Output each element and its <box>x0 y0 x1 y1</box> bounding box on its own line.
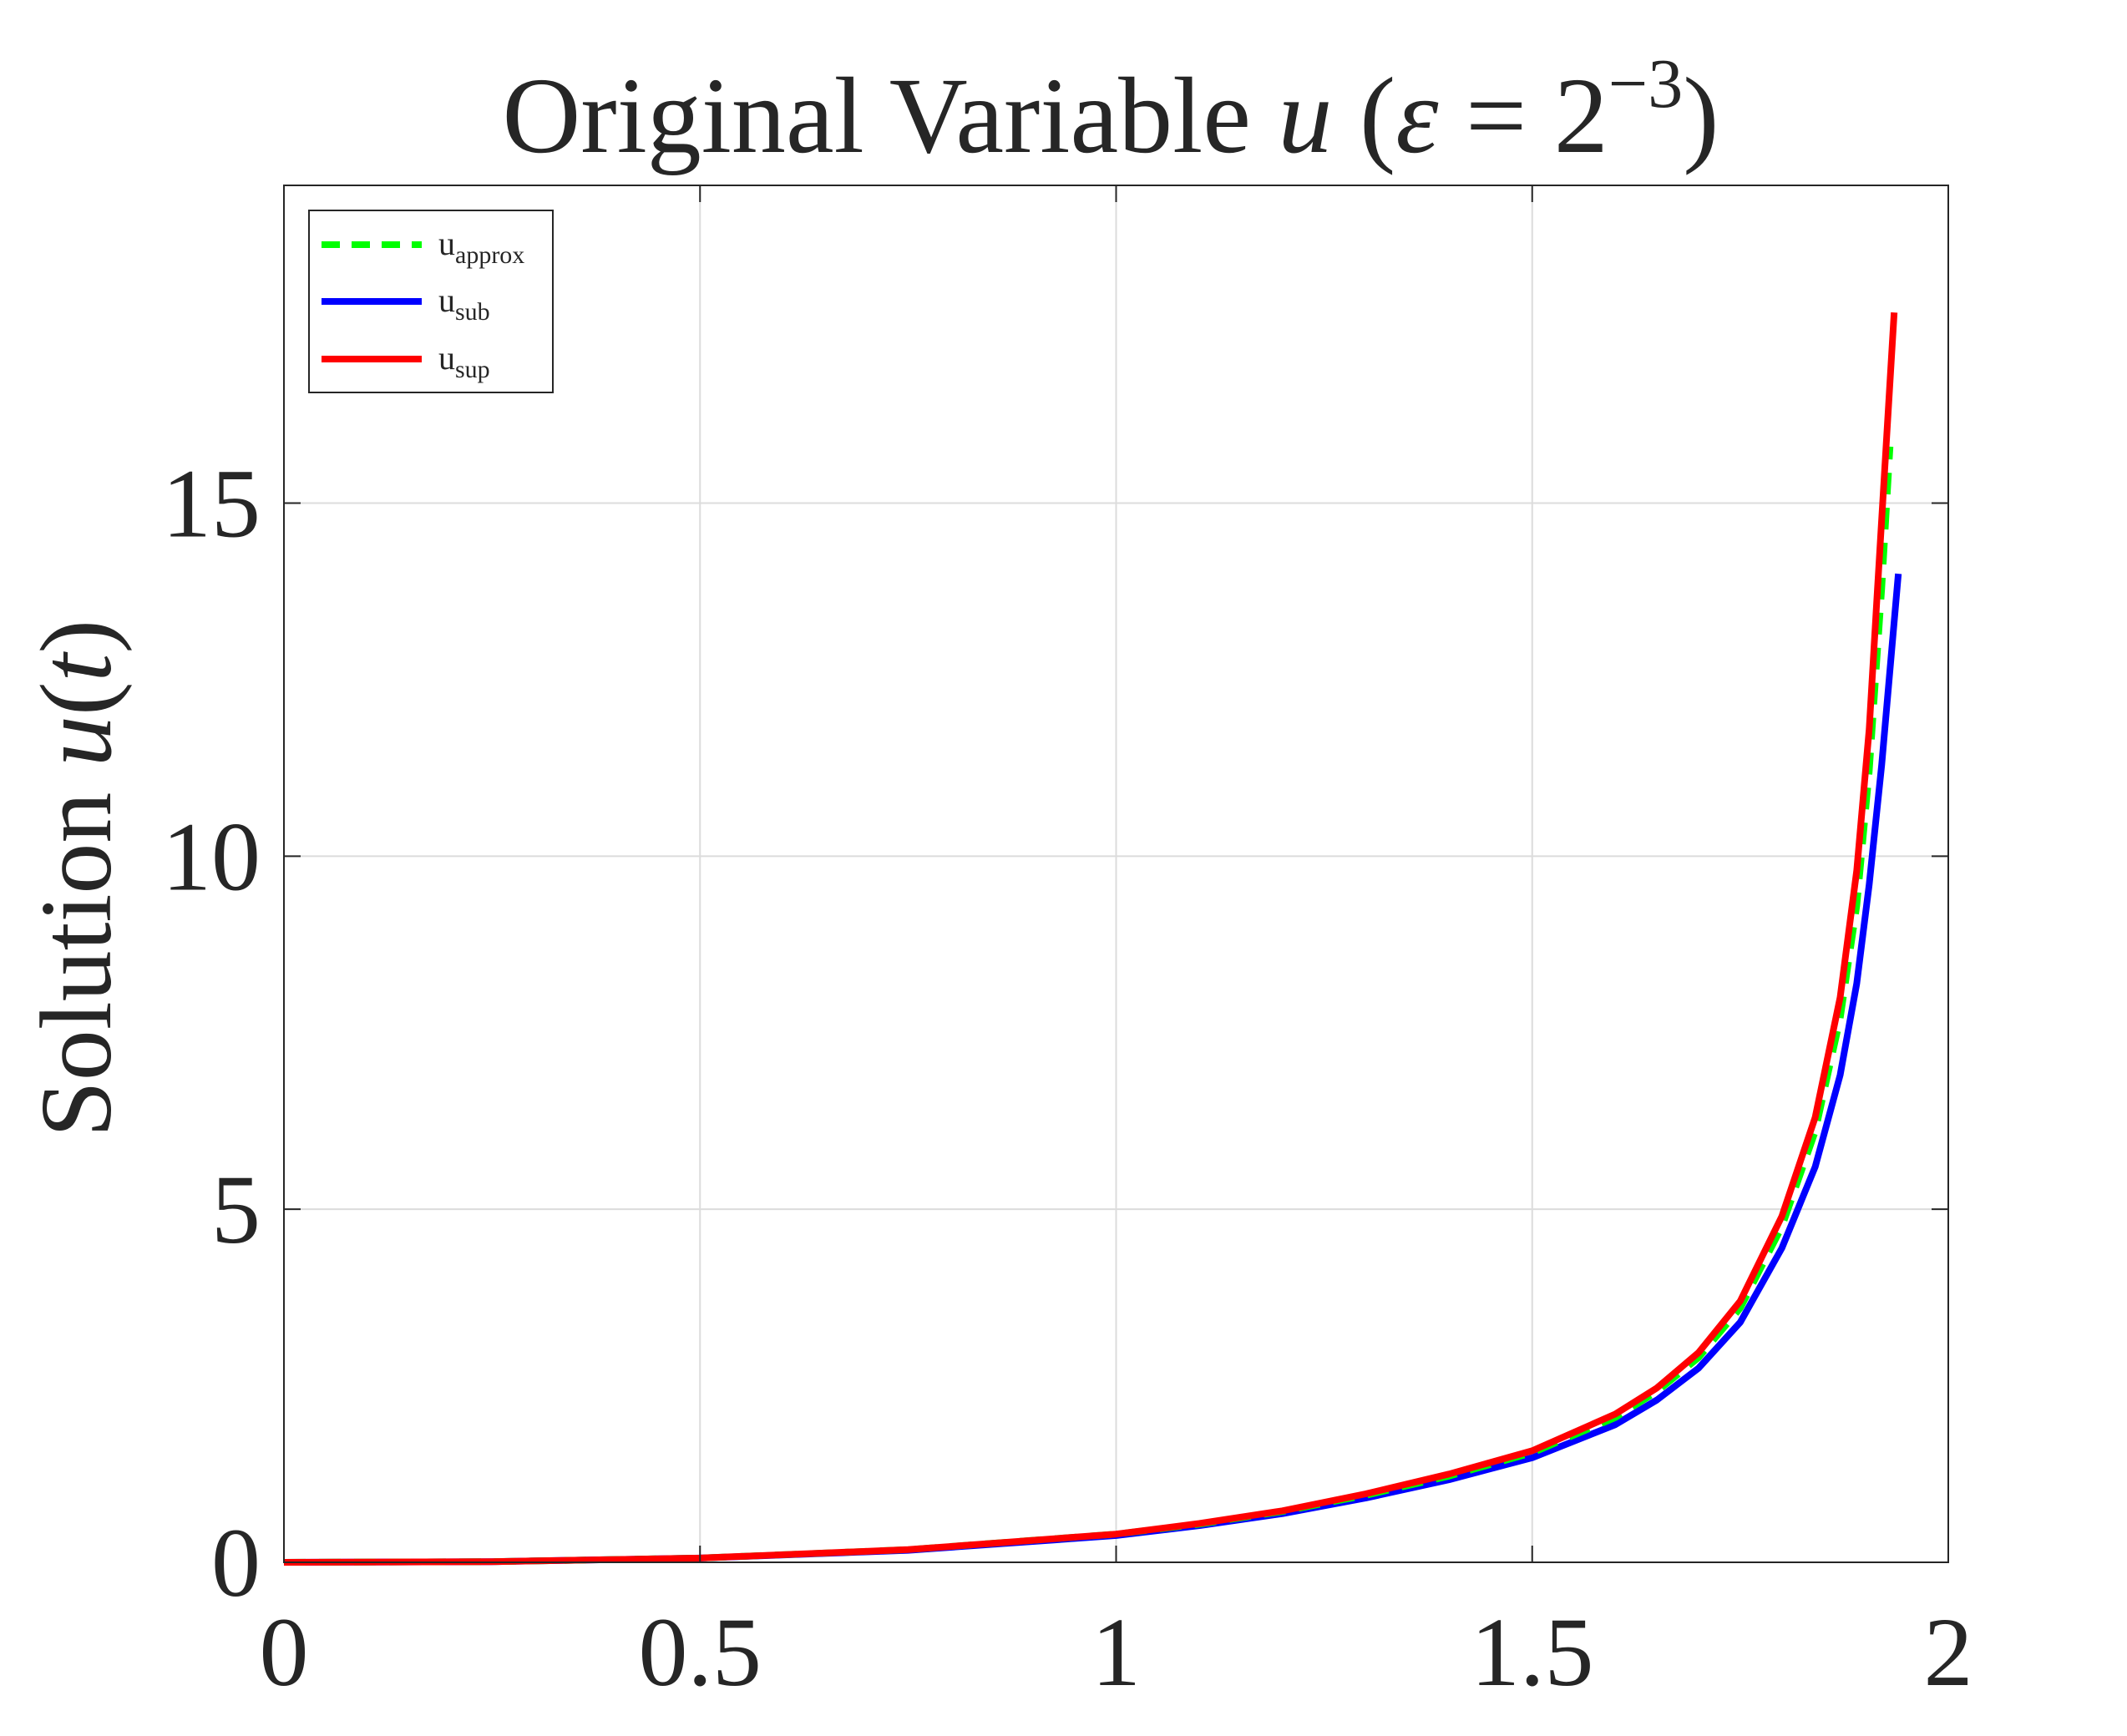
chart-title-variable: u <box>1278 56 1332 176</box>
legend-label-sup-sub: sup <box>455 356 490 383</box>
x-tick-label: 0 <box>260 1597 309 1707</box>
legend-label-approx-base: u <box>438 225 455 262</box>
chart-title-epsilon: ε <box>1395 56 1439 176</box>
y-tick-label: 15 <box>162 449 261 559</box>
y-axis-label-close-paren: ) <box>20 620 133 654</box>
axis-ticks: 0 0.5 1 1.5 2 0 5 10 15 <box>162 185 1973 1707</box>
legend-label-sup: usup <box>438 339 490 383</box>
y-axis-label-prefix: Solution <box>20 767 133 1137</box>
y-axis-label: Solution u(t) <box>20 620 133 1137</box>
y-tick-label: 10 <box>162 802 261 911</box>
legend-label-sub: usub <box>438 281 490 326</box>
legend-label-sub-base: u <box>438 281 455 319</box>
grid-lines <box>284 185 1948 1562</box>
chart-title-prefix: Original Variable <box>502 56 1278 176</box>
legend-label-sub-sub: sub <box>455 298 490 326</box>
legend: uapprox usub usup <box>308 210 554 393</box>
y-axis-label-argument: t <box>20 650 133 681</box>
chart-title-close-paren: ) <box>1683 56 1719 176</box>
x-tick-label: 2 <box>1924 1597 1973 1707</box>
x-tick-label: 1 <box>1091 1597 1141 1707</box>
legend-label-approx-sub: approx <box>455 241 524 269</box>
series-line-sup <box>283 311 1898 1566</box>
chart-title-equals: = 2 <box>1439 56 1608 176</box>
legend-label-approx: uapprox <box>438 225 524 269</box>
chart-title-exponent: −3 <box>1608 45 1683 123</box>
chart-title: Original Variable u (ε = 2−3) <box>502 45 1719 176</box>
y-tick-label: 0 <box>211 1508 261 1617</box>
x-tick-label: 0.5 <box>639 1597 762 1707</box>
chart-title-open-paren: ( <box>1332 56 1395 176</box>
legend-label-sup-base: u <box>438 339 455 377</box>
x-tick-label: 1.5 <box>1471 1597 1594 1707</box>
y-tick-label: 5 <box>211 1155 261 1264</box>
plot-series <box>283 311 1902 1566</box>
y-axis-label-variable: u <box>20 716 133 767</box>
y-axis-label-open-paren: ( <box>20 681 133 716</box>
